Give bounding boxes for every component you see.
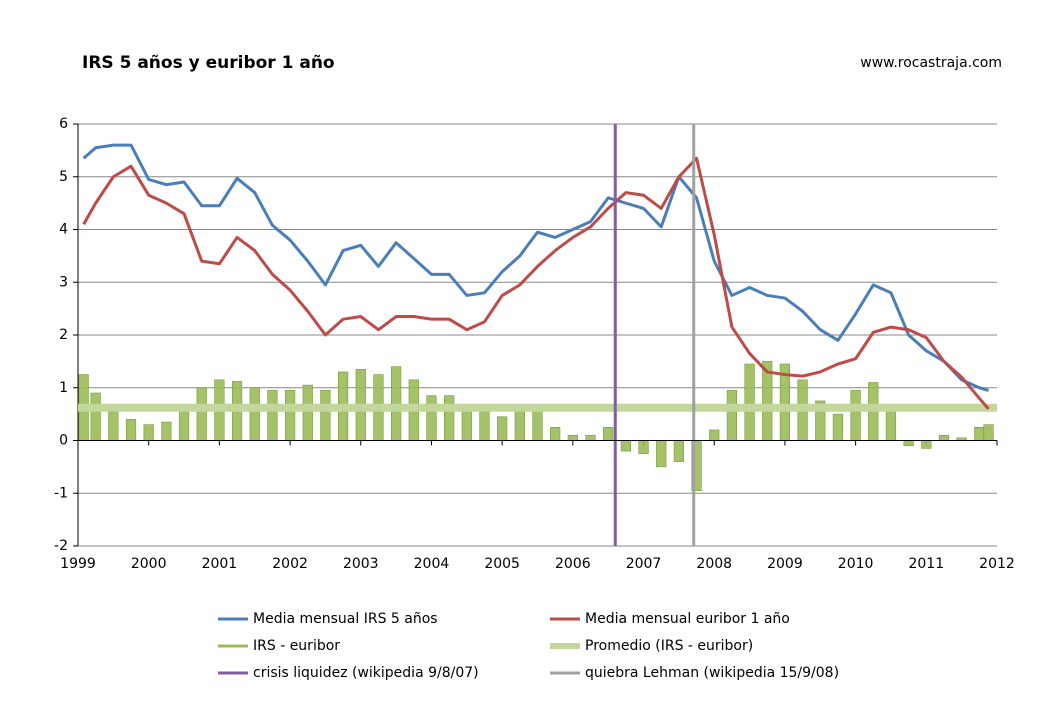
legend-label: crisis liquidez (wikipedia 9/8/07): [253, 665, 479, 681]
bar: [567, 434, 578, 441]
x-tick-label: 1999: [60, 556, 96, 572]
bar: [532, 408, 543, 441]
bar: [391, 366, 402, 441]
x-tick-label: 2007: [626, 556, 662, 572]
bar: [249, 387, 260, 441]
bar: [850, 390, 861, 441]
x-tick-label: 2008: [696, 556, 732, 572]
line: [82, 143, 989, 392]
x-tick-label: 2010: [838, 556, 874, 572]
legend-label: Promedio (IRS - euribor): [585, 638, 753, 654]
bar: [744, 363, 755, 441]
bar: [514, 411, 525, 441]
y-tick-label: 1: [59, 380, 68, 396]
bar: [638, 440, 649, 454]
bar: [921, 440, 932, 449]
legend-label: Media mensual euribor 1 año: [585, 611, 790, 627]
bar: [444, 395, 455, 441]
bar: [656, 440, 667, 468]
bar: [497, 416, 508, 441]
bar: [938, 434, 950, 441]
legend-label: IRS - euribor: [253, 638, 340, 654]
bar: [550, 427, 561, 441]
legend-label: Media mensual IRS 5 años: [253, 611, 438, 627]
line: [82, 156, 990, 410]
y-tick-label: 3: [59, 274, 68, 290]
x-tick-label: 2006: [555, 556, 591, 572]
y-tick-label: -1: [54, 485, 68, 501]
y-tick-label: 4: [59, 222, 68, 238]
bar: [90, 392, 101, 441]
x-tick-label: 2003: [343, 556, 379, 572]
x-tick-label: 2012: [979, 556, 1015, 572]
x-tick-label: 2000: [131, 556, 167, 572]
legend-label: quiebra Lehman (wikipedia 15/9/08): [585, 665, 839, 681]
x-tick-label: 2004: [414, 556, 450, 572]
y-tick-label: 0: [59, 433, 68, 449]
bar: [673, 440, 684, 462]
bar: [620, 440, 631, 452]
bar: [885, 408, 897, 441]
bar: [832, 413, 844, 441]
bar: [726, 390, 738, 441]
bar: [603, 427, 614, 441]
x-tick-label: 2009: [767, 556, 803, 572]
bar: [161, 421, 172, 441]
bar: [903, 440, 914, 447]
bar: [125, 419, 137, 441]
bar: [108, 411, 119, 441]
bar: [426, 395, 437, 441]
y-tick-label: -2: [54, 538, 68, 554]
bar: [974, 427, 985, 441]
bar: [983, 424, 994, 441]
y-tick-label: 5: [59, 169, 68, 185]
bar: [585, 434, 596, 441]
chart-title: IRS 5 años y euribor 1 año: [82, 53, 335, 73]
bar: [284, 390, 296, 441]
bar: [320, 390, 331, 441]
x-tick-label: 2002: [272, 556, 308, 572]
x-tick-label: 2011: [908, 556, 944, 572]
source: www.rocastraja.com: [860, 55, 1002, 71]
bar: [479, 411, 490, 441]
x-tick-label: 2005: [484, 556, 520, 572]
bar: [196, 387, 207, 441]
bar: [178, 408, 190, 441]
bar: [267, 390, 278, 441]
y-tick-label: 6: [59, 116, 68, 132]
x-tick-label: 2001: [202, 556, 238, 572]
bar: [143, 424, 154, 441]
bar: [302, 384, 313, 441]
bar: [709, 429, 720, 441]
y-tick-label: 2: [59, 327, 68, 343]
